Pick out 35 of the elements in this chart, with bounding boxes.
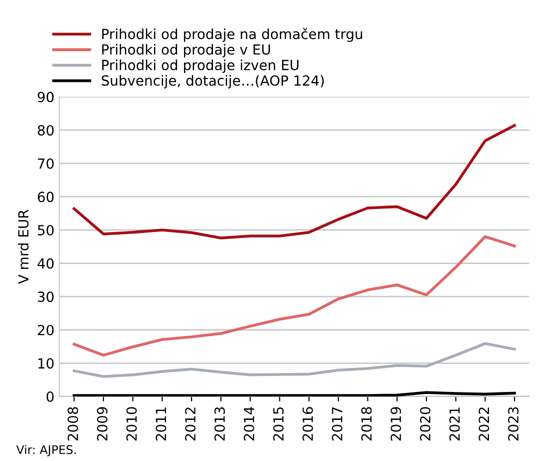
y-tick-label: 50	[38, 224, 54, 236]
x-tick-label: 2009	[96, 407, 108, 441]
y-tick-label: 90	[38, 92, 54, 102]
x-tick-label: 2023	[508, 407, 519, 441]
x-tick-label: 2010	[126, 407, 137, 441]
x-tick-label: 2014	[244, 406, 254, 441]
y-tick-label: 0	[46, 391, 54, 402]
legend-label: Prihodki od prodaje na domačem trgu	[102, 28, 362, 42]
y-tick-label: 20	[38, 324, 54, 336]
y-tick-label: 30	[38, 292, 54, 302]
x-tick-label: 2022	[478, 408, 490, 441]
x-tick-label: 2017	[332, 407, 342, 441]
x-tick-label: 2021	[449, 407, 460, 441]
x-tick-label: 2013	[214, 407, 225, 441]
text: Vir: AJPES.	[16, 444, 76, 456]
x-tick-label: 2008	[68, 407, 78, 441]
x-tick-label: 2011	[156, 407, 166, 441]
y-axis-title: V mrd EUR	[18, 210, 29, 284]
y-tick-label: 70	[38, 158, 54, 169]
line-series	[72, 342, 516, 378]
line-series	[72, 124, 516, 240]
x-tick-label: 2016	[302, 407, 314, 441]
legend-label: Subvencije, dotacije…(AOP 124)	[102, 75, 324, 88]
line-series	[72, 235, 516, 357]
x-tick-label: 2019	[390, 407, 402, 441]
x-tick-label: 2012	[185, 408, 196, 441]
x-tick-label: 2020	[420, 407, 430, 441]
x-tick-label: 2015	[273, 407, 284, 441]
y-tick-label: 80	[38, 125, 54, 136]
legend-label: Prihodki od prodaje izven EU	[102, 60, 298, 73]
y-tick-label: 10	[38, 358, 54, 369]
legend-label: Prihodki od prodaje v EU	[102, 44, 270, 58]
y-tick-label: 60	[38, 192, 54, 202]
x-tick-label: 2018	[361, 407, 372, 441]
y-tick-label: 40	[38, 258, 54, 269]
